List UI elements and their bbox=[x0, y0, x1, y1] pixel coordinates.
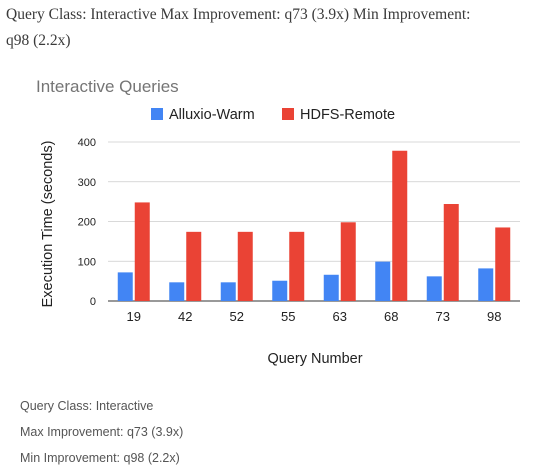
x-tick-label: 19 bbox=[127, 309, 141, 324]
note-min-improvement: Min Improvement: q98 (2.2x) bbox=[20, 451, 180, 465]
x-tick-label: 98 bbox=[487, 309, 501, 324]
note-max-improvement: Max Improvement: q73 (3.9x) bbox=[20, 425, 184, 439]
bar-hdfs-73 bbox=[443, 204, 459, 301]
y-axis-label: Execution Time (seconds) bbox=[40, 141, 56, 308]
legend-swatch-2 bbox=[282, 108, 294, 120]
chart-legend: Alluxio-Warm HDFS-Remote bbox=[151, 107, 395, 123]
y-axis-ticks: 0 100 200 300 400 bbox=[78, 137, 96, 308]
note-query-class: Query Class: Interactive bbox=[20, 399, 154, 413]
bar-alluxio-52 bbox=[220, 282, 236, 301]
bar-alluxio-98 bbox=[478, 268, 494, 301]
bar-alluxio-68 bbox=[375, 261, 391, 301]
bar-hdfs-98 bbox=[495, 227, 511, 301]
y-tick-label: 300 bbox=[78, 177, 96, 189]
x-tick-label: 52 bbox=[230, 309, 244, 324]
bar-alluxio-73 bbox=[426, 276, 442, 301]
intro-line-1: Query Class: Interactive Max Improvement… bbox=[6, 6, 471, 23]
y-tick-label: 100 bbox=[78, 256, 96, 268]
bar-hdfs-42 bbox=[186, 231, 202, 301]
x-tick-label: 68 bbox=[384, 309, 398, 324]
notes: Query Class: Interactive Max Improvement… bbox=[20, 393, 183, 471]
intro-paragraph: Query Class: Interactive Max Improvement… bbox=[6, 2, 536, 54]
bar-hdfs-63 bbox=[340, 222, 356, 301]
bar-hdfs-52 bbox=[237, 231, 253, 301]
bars bbox=[117, 150, 511, 301]
bar-alluxio-19 bbox=[117, 272, 133, 301]
legend-label-1: Alluxio-Warm bbox=[169, 107, 255, 123]
x-tick-label: 42 bbox=[178, 309, 192, 324]
y-tick-label: 0 bbox=[90, 296, 96, 308]
y-tick-label: 200 bbox=[78, 217, 96, 229]
x-tick-label: 55 bbox=[281, 309, 295, 324]
bar-hdfs-55 bbox=[289, 231, 305, 301]
chart-title: Interactive Queries bbox=[36, 77, 179, 96]
x-tick-label: 73 bbox=[436, 309, 450, 324]
bar-hdfs-19 bbox=[134, 202, 150, 301]
legend-swatch-1 bbox=[151, 108, 163, 120]
bar-chart: Interactive Queries Alluxio-Warm HDFS-Rem… bbox=[36, 77, 520, 367]
x-axis-ticks: 19 42 52 55 63 68 73 98 bbox=[127, 309, 502, 324]
intro-line-2: q98 (2.2x) bbox=[6, 32, 71, 49]
bar-alluxio-63 bbox=[323, 274, 339, 301]
legend-label-2: HDFS-Remote bbox=[300, 107, 395, 123]
x-axis-label: Query Number bbox=[267, 351, 362, 367]
bar-hdfs-68 bbox=[392, 150, 408, 301]
bar-alluxio-55 bbox=[272, 280, 288, 301]
bar-alluxio-42 bbox=[169, 282, 185, 301]
y-tick-label: 400 bbox=[78, 137, 96, 149]
chart-container: Interactive Queries Alluxio-Warm HDFS-Rem… bbox=[0, 64, 554, 384]
x-tick-label: 63 bbox=[333, 309, 347, 324]
